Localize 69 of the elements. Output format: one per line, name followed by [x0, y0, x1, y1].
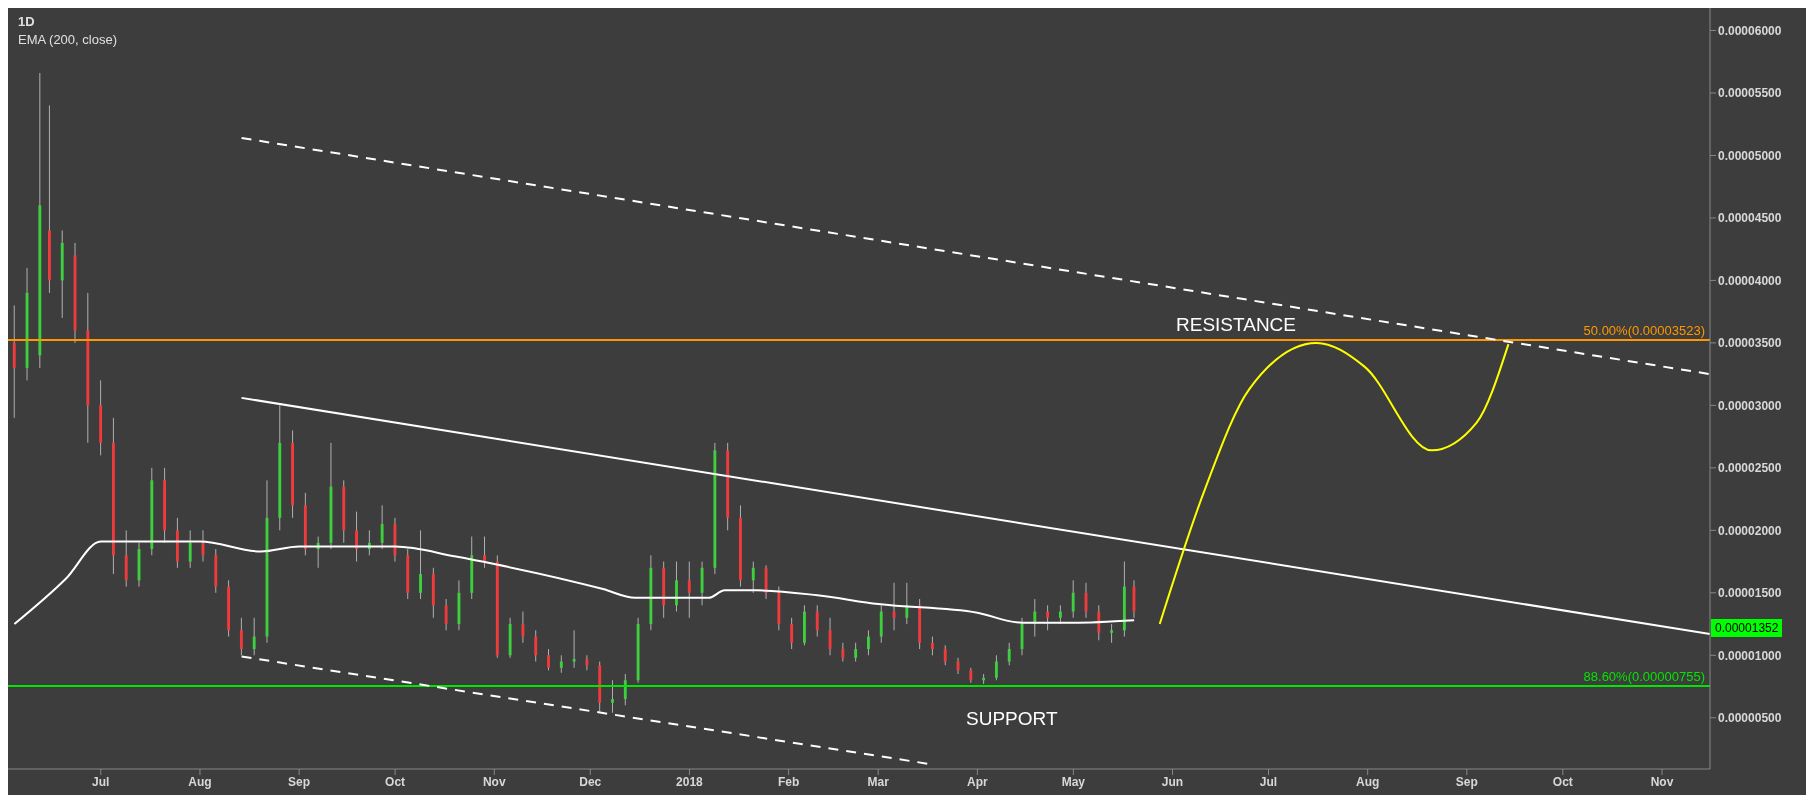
x-tick-label: Apr [967, 774, 989, 789]
y-tick-label: 0.00003500 [1718, 336, 1782, 351]
candlestick [841, 642, 845, 663]
y-tick-label: 0.00002500 [1718, 461, 1782, 476]
y-tick-label: 0.00004000 [1718, 273, 1782, 288]
y-tick-label: 0.00003000 [1718, 398, 1782, 413]
x-tick-label: Sep [1455, 774, 1478, 789]
ref-line-label: 88.60%(0.00000755) [1583, 668, 1705, 684]
x-tick-label: Oct [385, 774, 406, 789]
candlestick [867, 629, 870, 656]
y-tick-label: 0.00001000 [1718, 648, 1782, 663]
candlestick [521, 611, 525, 644]
candlestick [1110, 623, 1114, 644]
candlestick [188, 529, 192, 569]
y-tick-label: 0.00005500 [1718, 86, 1782, 101]
candlestick [905, 582, 909, 625]
x-tick-label: Jul [1259, 774, 1278, 789]
x-tick-label: Jun [1161, 774, 1184, 789]
x-tick-label: Aug [188, 774, 212, 789]
candlestick [751, 561, 755, 594]
candlestick [380, 504, 384, 550]
ref-line-label: 50.00%(0.00003523) [1583, 323, 1705, 339]
candlestick [355, 511, 358, 563]
x-tick-label: Mar [867, 774, 890, 789]
y-tick-label: 0.00004500 [1718, 211, 1782, 226]
candlestick [1097, 604, 1101, 641]
x-tick-label: Nov [1650, 774, 1674, 789]
x-tick-label: Oct [1552, 774, 1573, 789]
candlestick [790, 617, 794, 650]
y-tick-label: 0.00006000 [1718, 23, 1782, 38]
x-tick-label: Jul [92, 774, 110, 789]
x-tick-label: Aug [1356, 774, 1380, 789]
candlestick [585, 654, 589, 671]
candlestick [534, 629, 538, 663]
candlestick [623, 673, 627, 706]
candlestick [611, 679, 614, 714]
line-series [13, 540, 1136, 626]
x-tick-label: Sep [288, 774, 311, 789]
annotation: RESISTANCE [1176, 314, 1297, 336]
x-tick-label: 2018 [676, 774, 704, 789]
x-tick-label: Dec [579, 774, 602, 789]
y-tick-label: 0.00002000 [1718, 523, 1782, 538]
candlestick [1071, 579, 1075, 619]
x-tick-label: Feb [777, 774, 800, 789]
x-tick-label: May [1061, 774, 1086, 789]
candlestick [239, 617, 243, 656]
text: 0.00001352 [1711, 619, 1783, 637]
annotation: SUPPORT [966, 708, 1058, 730]
candlestick [994, 654, 998, 681]
candlestick [483, 536, 486, 569]
candlestick [1007, 642, 1011, 666]
text: EMA (200, close) [18, 32, 117, 47]
candlestick [815, 604, 819, 638]
candlestick [547, 648, 550, 671]
candlestick [687, 561, 691, 619]
candlestick [1046, 604, 1050, 631]
text: 1D [18, 14, 35, 29]
candlestick [854, 642, 858, 663]
candlestick [252, 617, 256, 656]
candlestick [419, 529, 422, 600]
y-tick-label: 0.00000500 [1718, 711, 1782, 726]
x-tick-label: Nov [482, 774, 506, 789]
candlestick [444, 598, 448, 631]
candlestick [930, 636, 934, 656]
y-tick-label: 0.00005000 [1718, 148, 1782, 163]
candlestick [943, 644, 947, 666]
line-series [1158, 341, 1510, 626]
y-tick-label: 0.00001500 [1718, 586, 1782, 601]
candlestick [572, 629, 576, 669]
